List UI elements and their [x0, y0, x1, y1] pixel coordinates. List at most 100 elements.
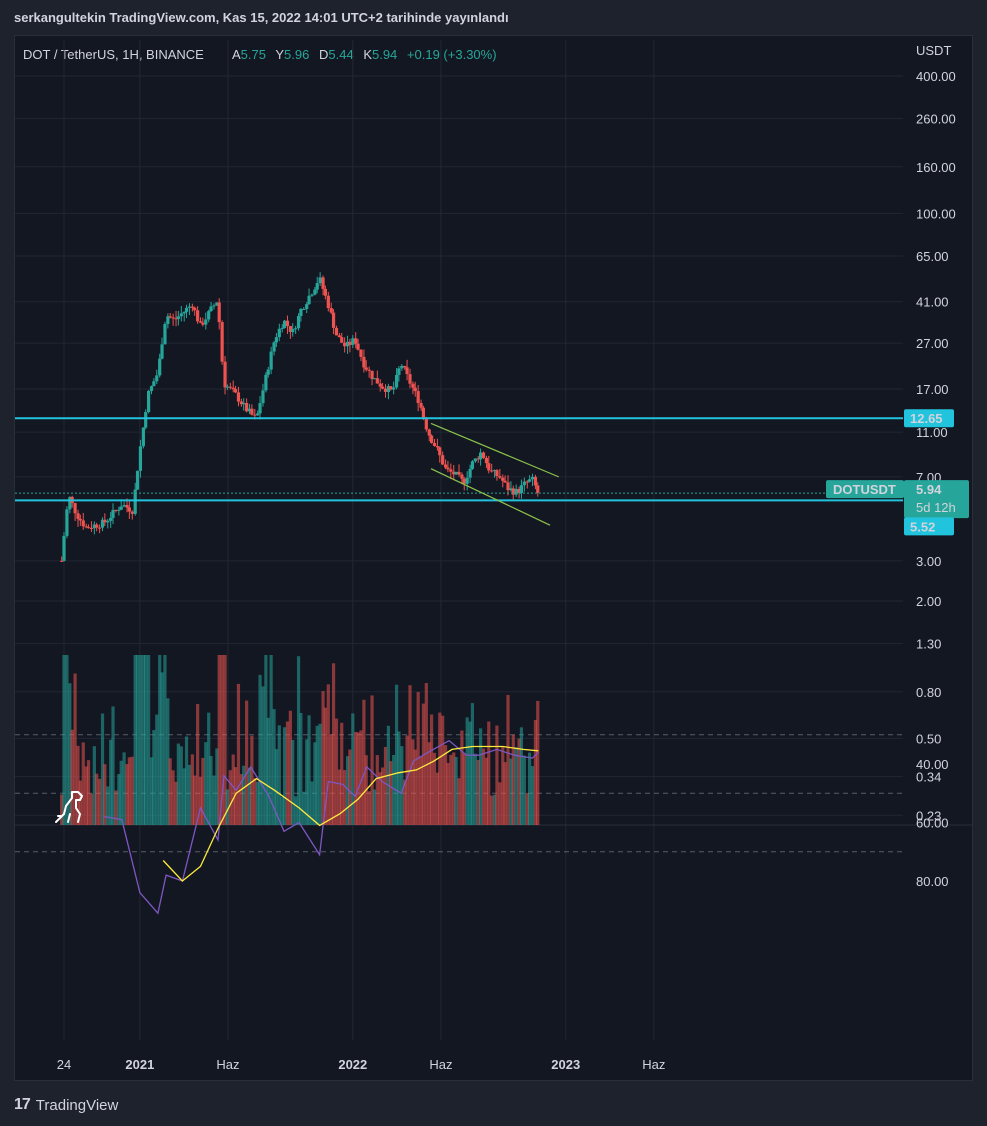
- candle-body: [97, 527, 102, 529]
- candle-body: [495, 470, 499, 477]
- candle-body: [182, 311, 186, 314]
- price-tick-label: 27.00: [916, 336, 949, 351]
- volume-bar: [207, 712, 211, 825]
- candle-body: [291, 328, 295, 333]
- candle-body: [503, 480, 507, 483]
- legend-symbol-name: DOT / TetherUS, 1H, BINANCE: [23, 47, 204, 62]
- candle-body: [345, 341, 350, 347]
- volume-bar: [334, 718, 339, 825]
- candle-body: [468, 468, 472, 478]
- volume-bar: [503, 762, 507, 825]
- candle-body: [307, 295, 311, 305]
- volume-bar: [478, 728, 483, 825]
- volume-bar: [95, 773, 99, 825]
- chart-panel[interactable]: [14, 35, 973, 1081]
- volume-bar: [193, 775, 197, 825]
- volume-bar: [231, 754, 235, 825]
- volume-bar: [525, 792, 529, 825]
- candle-body: [207, 311, 211, 320]
- volume-bar: [372, 789, 377, 825]
- candle-body: [190, 306, 194, 308]
- volume-bar: [68, 683, 72, 825]
- candle-body: [509, 488, 513, 491]
- candle-body: [149, 386, 154, 391]
- candle-body: [498, 476, 502, 478]
- candle-body: [400, 365, 404, 369]
- candle-body: [215, 302, 219, 306]
- candle-body: [125, 505, 129, 508]
- volume-bar: [215, 748, 219, 825]
- volume-bar: [236, 683, 241, 825]
- volume-bar: [375, 755, 379, 825]
- level-upper-tag: 12.65: [910, 411, 943, 426]
- candle-body: [443, 464, 448, 468]
- volume-bar: [452, 752, 456, 825]
- candle-body: [196, 310, 200, 322]
- last-price-tag-bg: [904, 480, 969, 519]
- volume-bar: [432, 752, 437, 825]
- candle-body: [100, 519, 105, 528]
- price-tick-label: 17.00: [916, 382, 949, 397]
- price-tick-label: 0.34: [916, 770, 941, 785]
- volume-bar: [277, 725, 281, 825]
- candle-body: [438, 447, 442, 456]
- volume-bar: [326, 684, 330, 825]
- candle-body: [294, 328, 298, 330]
- volume-bar: [354, 732, 358, 825]
- candle-body: [130, 511, 134, 514]
- price-axis: 400.00 260.00 160.00 100.00 65.00 41.00 27.00 1…: [916, 69, 956, 823]
- candle-body: [106, 520, 110, 523]
- volume-bar: [125, 764, 129, 825]
- candle-body: [302, 308, 306, 310]
- candle-body: [397, 368, 401, 375]
- volume-bar: [233, 767, 238, 825]
- candle-body: [326, 295, 330, 309]
- candle-body: [109, 517, 113, 521]
- volume-bar: [174, 781, 178, 825]
- volume-bar: [517, 738, 521, 825]
- volume-bar: [305, 739, 309, 825]
- price-tags: 12.65 DOTUSDT 5.94 5d 12h 5.52: [826, 409, 969, 536]
- volume-bar: [397, 731, 401, 825]
- candle-body: [323, 288, 327, 296]
- volume-bar: [86, 760, 91, 825]
- candle-body: [256, 413, 260, 416]
- candle-body: [111, 509, 115, 518]
- candle-body: [168, 316, 172, 318]
- candle-body: [144, 412, 148, 428]
- candle-body: [487, 463, 491, 471]
- channel-upper-line: [430, 422, 560, 478]
- legend-close-value: 5.94: [372, 47, 397, 62]
- symbol-tag-bg: [826, 480, 904, 499]
- published-caption: serkangultekin TradingView.com, Kas 15, …: [14, 10, 509, 25]
- candle-body: [272, 342, 276, 352]
- volume-bar: [501, 746, 505, 825]
- candle-body: [362, 356, 366, 368]
- time-tick-label: 2023: [551, 1057, 580, 1072]
- volume-bar: [468, 721, 472, 825]
- candle-body: [310, 294, 314, 296]
- price-tick-label: 400.00: [916, 69, 956, 84]
- candle-body: [413, 387, 417, 392]
- volume-bar: [70, 729, 74, 825]
- volume-bar: [114, 790, 118, 825]
- volume-bar: [498, 782, 502, 825]
- candle-body: [133, 489, 137, 514]
- candle-body: [340, 337, 344, 343]
- candle-body: [233, 389, 238, 393]
- legend-close-label: K: [363, 47, 372, 62]
- volume-bar: [201, 757, 205, 825]
- candle-body: [285, 320, 290, 327]
- volume-bar: [163, 655, 167, 825]
- volume-bar: [190, 754, 194, 825]
- candle-body: [220, 322, 224, 362]
- candle-body: [184, 307, 189, 312]
- volume-bar: [119, 760, 123, 825]
- volume-bar: [198, 776, 203, 825]
- volume-bar: [351, 713, 355, 825]
- candle-body: [60, 560, 64, 562]
- volume-bar: [106, 786, 110, 825]
- candle-body: [383, 388, 388, 392]
- candle-body: [212, 305, 216, 307]
